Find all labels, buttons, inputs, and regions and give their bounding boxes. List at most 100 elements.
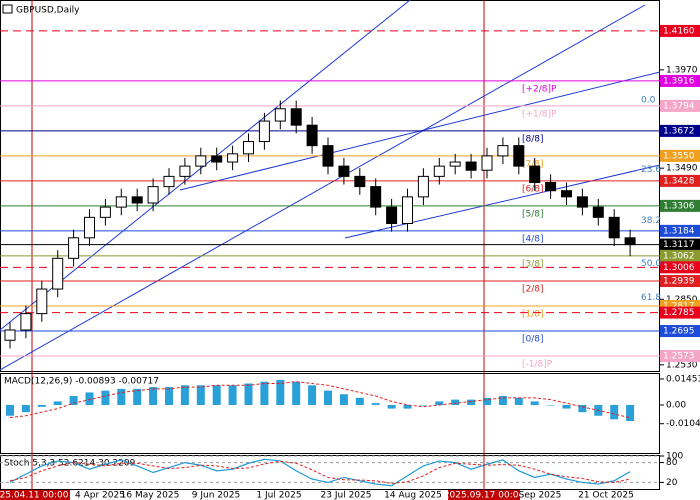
x-label-bg (448, 490, 520, 500)
x-tick-label: 4 Apr 2025 (75, 491, 125, 500)
price-label: 1.4160 (663, 26, 695, 36)
macd-bar (53, 401, 62, 405)
x-tick-label: 1 Jul 2025 (256, 491, 301, 500)
level-name: [3/8] (522, 259, 544, 269)
level-name: [6/8] (522, 184, 544, 194)
x-tick-label: 14 Aug 2025 (384, 491, 442, 500)
level-name: [8/8] (522, 134, 544, 144)
candle-body (592, 206, 604, 218)
stoch-main (9, 458, 631, 487)
level-name: [1/8] (522, 310, 544, 320)
candle-body (163, 175, 175, 188)
y-tick-label: 1.2530 (666, 360, 698, 370)
macd-bar (276, 379, 285, 405)
macd-bar (165, 387, 173, 405)
candle-body (306, 124, 318, 147)
candle-body (179, 165, 191, 177)
candle-body (274, 108, 286, 122)
price-label-bg (660, 199, 700, 212)
price-label-bg (660, 249, 700, 262)
price-label: 1.3550 (663, 151, 695, 161)
candle-body (195, 155, 207, 167)
price-label-bg (660, 24, 700, 37)
price-label-bg (660, 124, 700, 137)
candle-body (417, 175, 429, 198)
level-name: [4/8] (522, 234, 544, 244)
price-label-bg (660, 174, 700, 187)
price-label: 1.3006 (663, 263, 695, 273)
price-label: 1.3062 (663, 251, 695, 261)
candle-body (322, 145, 334, 167)
main-panel (0, 0, 660, 372)
icon (2, 4, 13, 14)
x-tick-label: 2025.09.17 00:00 (444, 491, 525, 500)
candle-body (545, 182, 557, 192)
macd-bar (387, 404, 396, 409)
macd-panel (0, 373, 660, 454)
macd-bar (578, 404, 587, 413)
x-tick-label: 23 Jul 2025 (321, 491, 372, 500)
x-tick-label: Sep 2025 (519, 491, 562, 500)
macd-bar (149, 387, 158, 405)
price-label: 1.2939 (663, 277, 695, 287)
candle-body (624, 237, 636, 246)
candle-body (115, 196, 127, 208)
x-tick-label: 16 May 2025 (121, 491, 180, 500)
price-label: 1.3184 (663, 226, 695, 236)
price-label-bg (660, 261, 700, 274)
level-name: [0/8] (522, 335, 544, 345)
candle-body (513, 145, 525, 167)
candle-body (465, 161, 477, 171)
candle-body (338, 165, 350, 177)
candle-body (561, 190, 572, 198)
macd-bar (626, 404, 635, 421)
macd-bar (133, 388, 142, 405)
price-label-bg (660, 74, 700, 87)
candle-body (84, 216, 95, 239)
macd-bar (324, 390, 332, 405)
fib-label: 0.0 (641, 95, 656, 105)
fib-label: 50.0 (641, 259, 661, 269)
macd-signal (9, 381, 631, 419)
stoch-signal (9, 460, 631, 484)
candle-body (529, 165, 541, 184)
candle-body (481, 155, 493, 171)
macd-bar (435, 401, 444, 405)
fib-label: 38.2 (641, 216, 661, 226)
price-label: 1.3428 (663, 176, 695, 186)
price-label: 1.2817 (663, 302, 695, 312)
price-label-bg (660, 99, 700, 112)
y-tick-label: -0.01046 (666, 419, 700, 429)
price-label: 1.3306 (663, 201, 695, 211)
macd-bar (514, 397, 523, 405)
candle-body (402, 196, 413, 224)
macd-bar (483, 397, 491, 405)
macd-bar (562, 404, 571, 409)
candle-body (449, 161, 461, 167)
x-tick-label: 9 Jun 2025 (192, 491, 240, 500)
price-label-bg (660, 306, 700, 319)
macd-bar (419, 404, 428, 406)
candle-body (227, 153, 239, 163)
x-tick-label: 21 Oct 2025 (578, 491, 634, 500)
macd-bar (228, 385, 237, 405)
candle-body (354, 175, 366, 188)
price-label-bg (660, 275, 700, 288)
price-label: 1.2785 (663, 308, 695, 318)
candle-body (258, 120, 270, 143)
candle-body (131, 196, 143, 204)
y-tick-label: 20 (666, 478, 678, 488)
macd-bar (610, 404, 619, 420)
y-tick-label: 0.00 (666, 400, 686, 410)
macd-bar (292, 381, 301, 405)
candle-body (290, 108, 302, 126)
candle-body (386, 206, 398, 224)
price-label-bg (660, 224, 700, 237)
y-tick-label: 80 (666, 458, 678, 468)
macd-bar (21, 404, 30, 413)
macd-bar (339, 394, 348, 405)
candle-body (243, 141, 254, 155)
price-label: 1.3916 (663, 76, 695, 86)
macd-bar (467, 399, 476, 405)
